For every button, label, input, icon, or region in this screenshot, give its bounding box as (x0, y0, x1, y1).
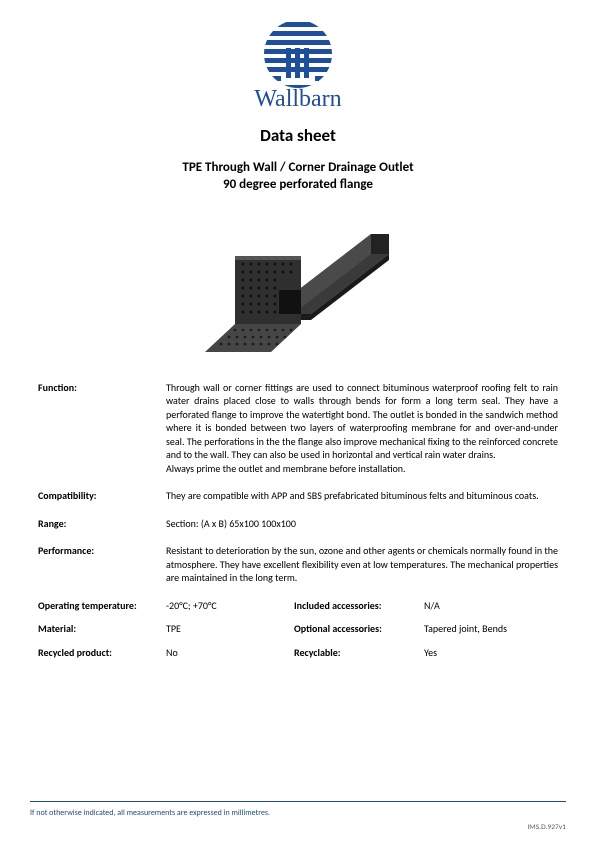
document-title: Data sheet (38, 125, 558, 146)
range-label: Range: (38, 517, 166, 531)
performance-label: Performance: (38, 544, 166, 585)
section-compatibility: Compatibility: They are compatible with … (38, 489, 558, 503)
compatibility-label: Compatibility: (38, 489, 166, 503)
material-value: TPE (166, 622, 294, 636)
section-range: Range: Section: (A x B) 65x100 100x100 (38, 517, 558, 531)
operating-temp-label: Operating temperature: (38, 599, 166, 613)
product-image (38, 206, 558, 359)
function-label: Function: (38, 381, 166, 476)
optional-accessories-label: Optional accessories: (294, 622, 424, 636)
performance-text: Resistant to deterioration by the sun, o… (166, 544, 558, 585)
product-title: TPE Through Wall / Corner Drainage Outle… (38, 160, 558, 194)
material-label: Material: (38, 622, 166, 636)
range-text: Section: (A x B) 65x100 100x100 (166, 517, 558, 531)
recyclable-value: Yes (424, 646, 558, 660)
optional-accessories-value: Tapered joint, Bends (424, 622, 558, 636)
function-text: Through wall or corner fittings are used… (166, 381, 558, 476)
section-performance: Performance: Resistant to deterioration … (38, 544, 558, 585)
included-accessories-value: N/A (424, 599, 558, 613)
compatibility-text: They are compatible with APP and SBS pre… (166, 489, 558, 503)
product-illustration (193, 206, 403, 356)
product-title-line2: 90 degree perforated flange (38, 177, 558, 194)
operating-temp-value: -20°C; +70°C (166, 599, 294, 613)
document-id: IMS.D.927v1 (527, 823, 566, 832)
product-title-line1: TPE Through Wall / Corner Drainage Outle… (38, 160, 558, 177)
recycled-product-value: No (166, 646, 294, 660)
unit-footnote: If not otherwise indicated, all measurem… (30, 808, 270, 818)
recyclable-label: Recyclable: (294, 646, 424, 660)
section-function: Function: Through wall or corner fitting… (38, 381, 558, 476)
included-accessories-label: Included accessories: (294, 599, 424, 613)
logo-text: Wallbarn (254, 86, 341, 112)
brand-logo: Wallbarn (38, 18, 558, 117)
spec-grid: Operating temperature: -20°C; +70°C Incl… (38, 599, 558, 660)
footer-rule (30, 801, 566, 802)
wallbarn-logo-svg: Wallbarn (239, 18, 357, 114)
recycled-product-label: Recycled product: (38, 646, 166, 660)
